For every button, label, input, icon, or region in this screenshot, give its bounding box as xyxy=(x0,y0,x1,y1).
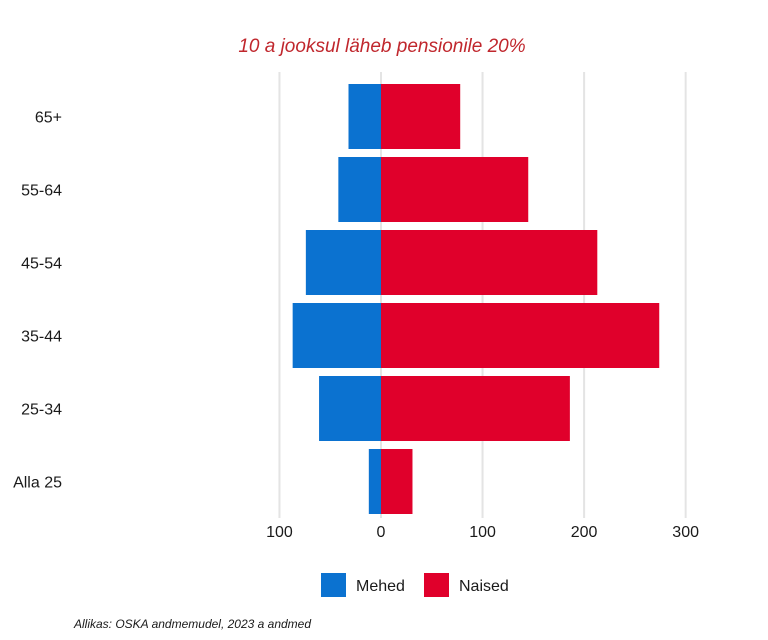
bar-naised-55-64 xyxy=(381,157,529,222)
bar-mehed-25-34 xyxy=(319,376,381,441)
category-label: 25-34 xyxy=(21,402,62,419)
bar-naised-alla-25 xyxy=(381,449,413,514)
category-labels: 65+ 55-64 45-54 35-44 25-34 Alla 25 xyxy=(13,110,62,492)
bar-mehed-35-44 xyxy=(292,303,381,368)
bar-mehed-alla-25 xyxy=(368,449,381,514)
x-tick-label: 300 xyxy=(672,524,699,541)
chart-title: 10 a jooksul läheb pensionile 20% xyxy=(238,36,525,57)
source-note: Allikas: OSKA andmemudel, 2023 a andmed xyxy=(73,617,311,631)
bar-naised-65+ xyxy=(381,84,461,149)
bar-mehed-45-54 xyxy=(305,230,381,295)
legend-label-mehed: Mehed xyxy=(356,578,405,595)
x-tick-label: 100 xyxy=(469,524,496,541)
legend-swatch-naised xyxy=(424,573,449,597)
bar-naised-25-34 xyxy=(381,376,570,441)
bar-mehed-55-64 xyxy=(338,157,381,222)
legend-swatch-mehed xyxy=(321,573,346,597)
bar-naised-45-54 xyxy=(381,230,598,295)
legend: Mehed Naised xyxy=(321,573,509,597)
legend-label-naised: Naised xyxy=(459,578,509,595)
category-label: 45-54 xyxy=(21,256,62,273)
category-label: 55-64 xyxy=(21,183,62,200)
category-label: Alla 25 xyxy=(13,475,62,492)
bars xyxy=(292,84,660,514)
x-tick-label: 200 xyxy=(571,524,598,541)
x-tick-labels: 100 0 100 200 300 xyxy=(266,524,699,541)
bar-naised-35-44 xyxy=(381,303,660,368)
category-label: 35-44 xyxy=(21,329,62,346)
category-label: 65+ xyxy=(35,110,62,127)
bar-mehed-65+ xyxy=(348,84,381,149)
x-tick-label: 100 xyxy=(266,524,293,541)
x-tick-label: 0 xyxy=(377,524,386,541)
